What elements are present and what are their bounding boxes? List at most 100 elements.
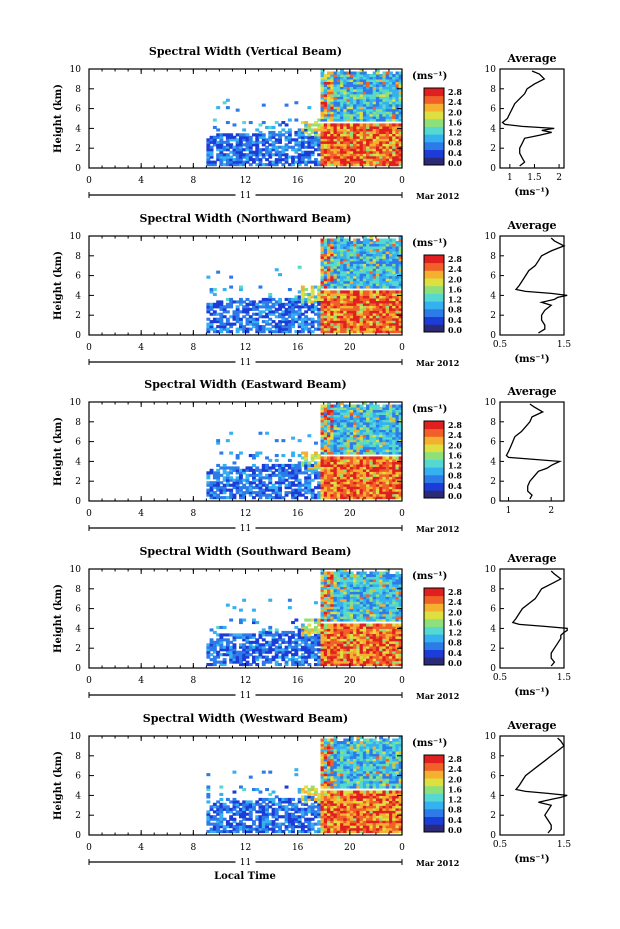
heatmap-cell [372, 436, 377, 440]
heatmap-cell [320, 576, 325, 580]
heatmap-cell [346, 106, 351, 110]
heatmap-cell [304, 310, 309, 314]
heatmap-cell [239, 486, 243, 490]
heatmap-cell [232, 317, 237, 321]
heatmap-cell [222, 463, 227, 467]
heatmap-cell [356, 96, 361, 100]
heatmap-cell [235, 138, 240, 142]
heatmap-cell [372, 414, 377, 418]
heatmap-cell [349, 91, 354, 95]
heatmap-cell [314, 658, 318, 662]
heatmap-cell [379, 431, 384, 435]
heatmap-cell [333, 163, 338, 167]
heatmap-cell [392, 116, 397, 120]
heatmap-cell [330, 248, 335, 252]
heatmap-cell [239, 653, 243, 657]
heatmap-cell [271, 125, 276, 129]
heatmap-cell [323, 243, 328, 247]
heatmap-cell [294, 476, 299, 480]
heatmap-cell [369, 473, 374, 477]
heatmap-cell [297, 483, 302, 487]
heatmap-cell [346, 426, 351, 430]
heatmap-cell [395, 426, 400, 430]
heatmap-cell [209, 496, 214, 500]
heatmap-cell [310, 292, 315, 296]
heatmap-cell [346, 81, 351, 85]
heatmap-cell [330, 250, 335, 254]
heatmap-cell [359, 292, 364, 296]
heatmap-cell [356, 283, 361, 287]
heatmap-cell [304, 123, 309, 127]
heatmap-cell [333, 91, 338, 95]
heatmap-cell [385, 330, 390, 334]
heatmap-cell [385, 424, 390, 428]
heatmap-cell [362, 158, 367, 162]
heatmap-cell [346, 160, 351, 164]
heatmap-cell [209, 327, 214, 331]
heatmap-cell [278, 130, 282, 134]
heatmap-cell [389, 483, 393, 487]
heatmap-cell [333, 265, 338, 269]
heatmap-cell [327, 86, 331, 90]
heatmap-cell [395, 263, 400, 267]
heatmap-cell [229, 466, 234, 470]
heatmap-cell [379, 471, 384, 475]
heatmap-cell [330, 486, 335, 490]
heatmap-cell [261, 138, 266, 142]
heatmap-cell [330, 320, 335, 324]
heatmap-cell [242, 330, 247, 334]
heatmap-cell [392, 285, 397, 289]
heatmap-cell [398, 133, 403, 137]
heatmap-cell [261, 153, 266, 157]
heatmap-cell [385, 456, 390, 460]
heatmap-cell [232, 638, 237, 642]
heatmap-cell [389, 411, 393, 415]
heatmap-cell [356, 496, 361, 500]
heatmap-cell [362, 419, 367, 423]
heatmap-cell [385, 285, 390, 289]
heatmap-cell [320, 317, 325, 321]
heatmap-cell [389, 91, 393, 95]
heatmap-cell [392, 436, 397, 440]
heatmap-cell [327, 125, 331, 129]
heatmap-cell [317, 153, 322, 157]
heatmap-cell [398, 411, 403, 415]
heatmap-cell [343, 325, 348, 329]
colorbar-segment [424, 482, 444, 491]
heatmap-cell [229, 633, 234, 637]
heatmap-cell [258, 478, 263, 482]
heatmap-cell [343, 436, 348, 440]
heatmap-cell [317, 454, 322, 458]
heatmap-cell [353, 238, 357, 242]
heatmap-cell [392, 248, 397, 252]
heatmap-cell [359, 71, 364, 75]
heatmap-cell [281, 655, 286, 659]
heatmap-cell [300, 483, 305, 487]
heatmap-cell [353, 163, 357, 167]
heatmap-cell [395, 283, 400, 287]
heatmap-cell [346, 83, 351, 87]
heatmap-cell [323, 463, 328, 467]
heatmap-cell [232, 650, 237, 654]
heatmap-cell [346, 148, 351, 152]
heatmap-cell [392, 96, 397, 100]
heatmap-cell [375, 320, 380, 324]
profile-frame [499, 235, 565, 336]
heatmap-cell [209, 302, 214, 306]
heatmap-cell [392, 310, 397, 314]
heatmap-cell [297, 312, 302, 316]
heatmap-cell [333, 414, 338, 418]
heatmap-cell [294, 138, 299, 142]
heatmap-cell [349, 483, 354, 487]
heatmap-cell [258, 325, 263, 329]
heatmap-cell [366, 292, 370, 296]
heatmap-cell [359, 456, 364, 460]
heatmap-cell [239, 322, 243, 326]
heatmap-cell [294, 463, 299, 467]
heatmap-cell [212, 125, 217, 129]
heatmap-cell [320, 603, 325, 607]
heatmap-cell [349, 300, 354, 304]
heatmap-cell [327, 404, 331, 408]
heatmap-cell [343, 466, 348, 470]
heatmap-cell [317, 618, 322, 622]
